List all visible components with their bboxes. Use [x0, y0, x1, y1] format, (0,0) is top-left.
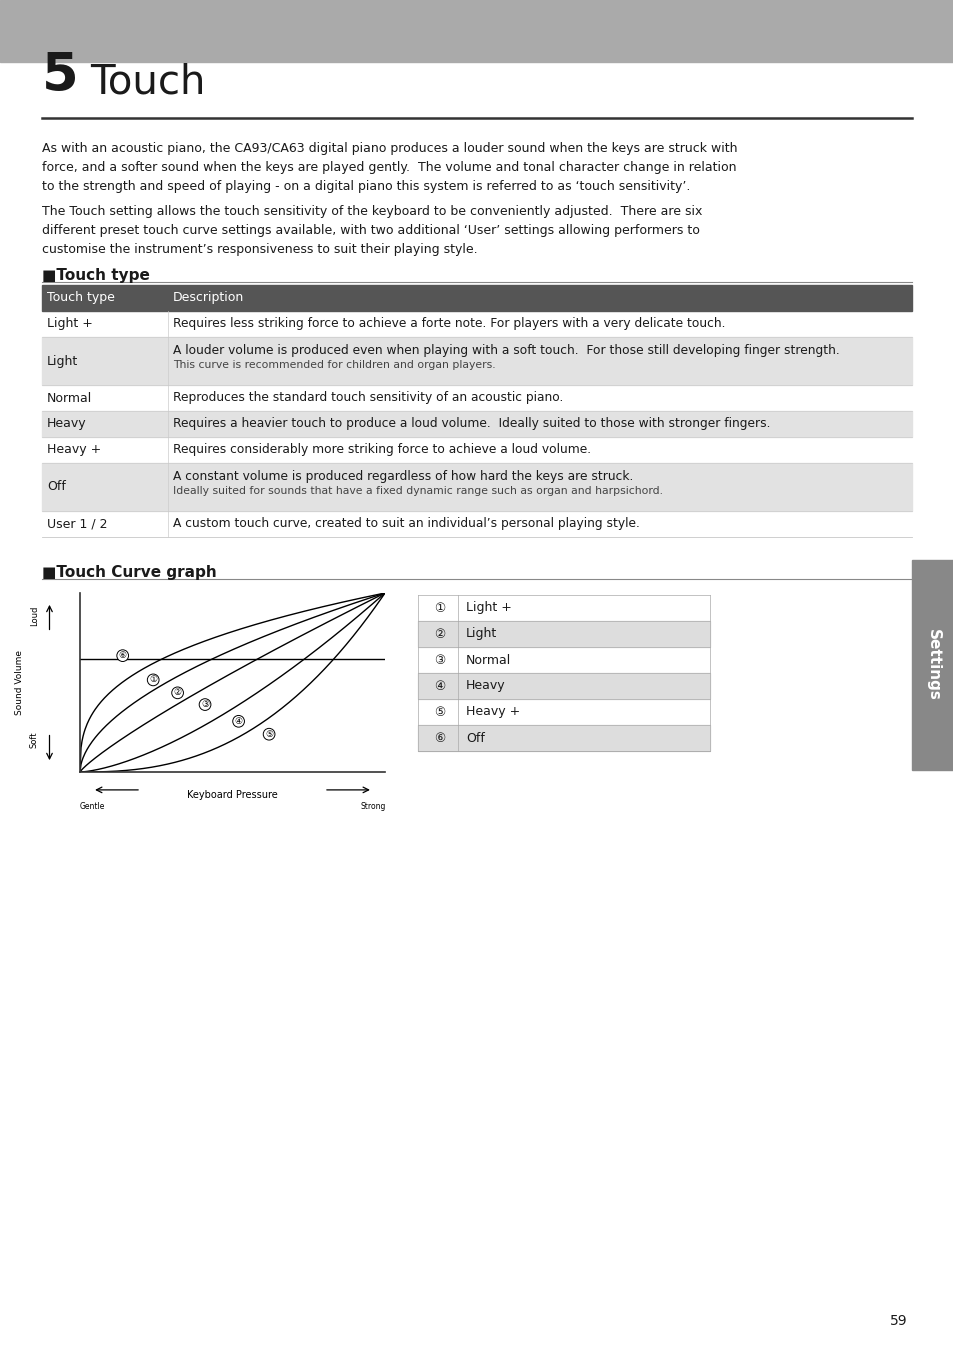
Text: Normal: Normal [47, 392, 92, 405]
Text: Sound Volume: Sound Volume [14, 649, 24, 716]
Text: The Touch setting allows the touch sensitivity of the keyboard to be convenientl: The Touch setting allows the touch sensi… [42, 205, 701, 217]
Text: ⑤: ⑤ [434, 706, 445, 718]
Text: Light +: Light + [465, 602, 512, 614]
Text: Requires considerably more striking force to achieve a loud volume.: Requires considerably more striking forc… [172, 444, 591, 456]
Text: customise the instrument’s responsiveness to suit their playing style.: customise the instrument’s responsivenes… [42, 243, 477, 256]
Text: As with an acoustic piano, the CA93/CA63 digital piano produces a louder sound w: As with an acoustic piano, the CA93/CA63… [42, 142, 737, 155]
Text: to the strength and speed of playing - on a digital piano this system is referre: to the strength and speed of playing - o… [42, 180, 690, 193]
Text: Soft: Soft [30, 732, 39, 748]
Text: Heavy: Heavy [465, 679, 505, 693]
Text: ⑥: ⑥ [118, 651, 127, 660]
Text: different preset touch curve settings available, with two additional ‘User’ sett: different preset touch curve settings av… [42, 224, 700, 238]
Text: Off: Off [47, 481, 66, 494]
Text: ②: ② [173, 688, 181, 698]
Text: Requires less striking force to achieve a forte note. For players with a very de: Requires less striking force to achieve … [172, 317, 724, 331]
Text: Normal: Normal [465, 653, 511, 667]
Text: Description: Description [172, 292, 244, 305]
Bar [417, 674, 709, 699]
Text: Light +: Light + [47, 317, 92, 331]
Text: Light: Light [47, 355, 78, 367]
Bar [42, 410, 911, 437]
Text: A constant volume is produced regardless of how hard the keys are struck.: A constant volume is produced regardless… [172, 470, 633, 483]
Bar [417, 621, 709, 647]
Text: Gentle: Gentle [79, 802, 105, 810]
Text: Strong: Strong [359, 802, 385, 810]
Text: Ideally suited for sounds that have a fixed dynamic range such as organ and harp: Ideally suited for sounds that have a fi… [172, 486, 662, 495]
Text: 59: 59 [889, 1314, 907, 1328]
Text: force, and a softer sound when the keys are played gently.  The volume and tonal: force, and a softer sound when the keys … [42, 161, 736, 174]
Text: Keyboard Pressure: Keyboard Pressure [187, 790, 277, 801]
Text: ④: ④ [434, 679, 445, 693]
Text: A louder volume is produced even when playing with a soft touch.  For those stil: A louder volume is produced even when pl… [172, 344, 839, 356]
Text: Touch: Touch [90, 62, 205, 103]
Bar [42, 285, 911, 310]
Text: Reproduces the standard touch sensitivity of an acoustic piano.: Reproduces the standard touch sensitivit… [172, 392, 563, 405]
Text: Heavy: Heavy [47, 417, 87, 431]
Text: Heavy +: Heavy + [465, 706, 519, 718]
Text: Light: Light [465, 628, 497, 640]
Text: ⑤: ⑤ [265, 730, 273, 738]
Text: ③: ③ [434, 653, 445, 667]
Text: ①: ① [149, 675, 157, 684]
Text: Loud: Loud [30, 606, 39, 626]
Bar [911, 560, 953, 770]
Text: 5: 5 [42, 50, 78, 103]
Text: A custom touch curve, created to suit an individual’s personal playing style.: A custom touch curve, created to suit an… [172, 517, 639, 531]
Bar [417, 725, 709, 751]
Text: Off: Off [465, 732, 484, 744]
Text: ①: ① [434, 602, 445, 614]
Text: Heavy +: Heavy + [47, 444, 101, 456]
Text: ⑥: ⑥ [434, 732, 445, 744]
Text: ②: ② [434, 628, 445, 640]
Text: ③: ③ [201, 701, 209, 709]
Text: ■Touch type: ■Touch type [42, 269, 150, 284]
Text: Touch type: Touch type [47, 292, 114, 305]
Bar [0, 0, 953, 62]
Bar [42, 463, 911, 512]
Text: Settings: Settings [924, 629, 940, 701]
Text: This curve is recommended for children and organ players.: This curve is recommended for children a… [172, 360, 496, 370]
Text: Requires a heavier touch to produce a loud volume.  Ideally suited to those with: Requires a heavier touch to produce a lo… [172, 417, 770, 431]
Bar [42, 338, 911, 385]
Text: ■Touch Curve graph: ■Touch Curve graph [42, 566, 216, 580]
Text: User 1 / 2: User 1 / 2 [47, 517, 108, 531]
Text: ④: ④ [234, 717, 242, 726]
